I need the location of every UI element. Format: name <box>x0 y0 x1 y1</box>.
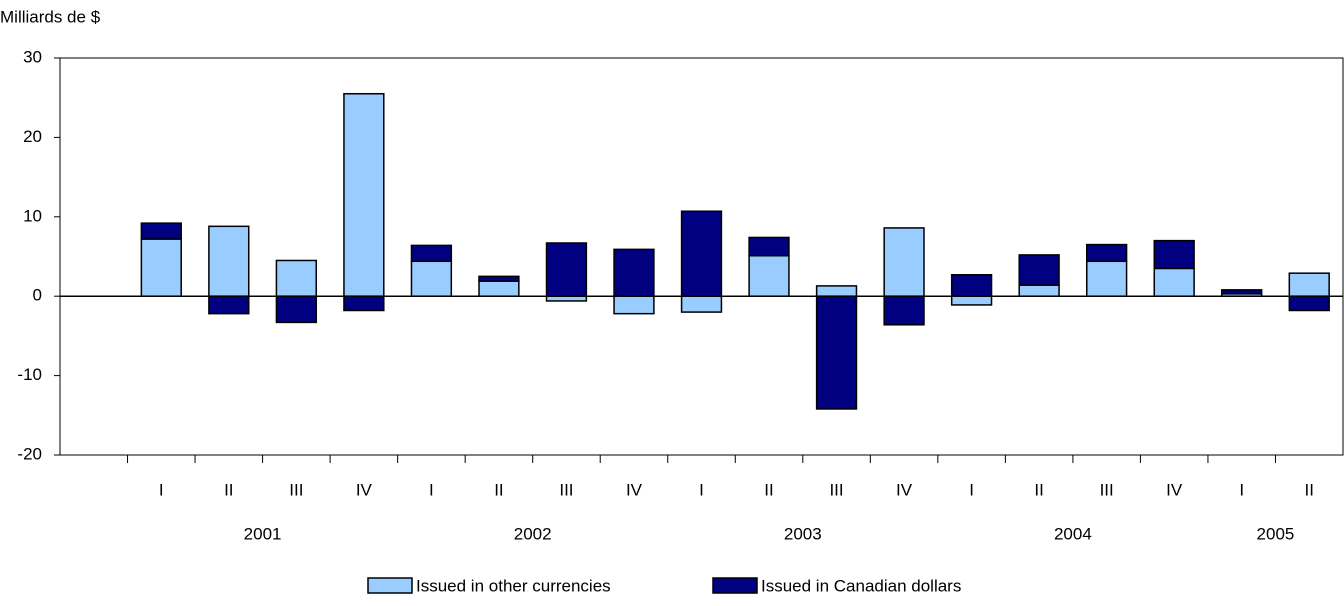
bar <box>748 254 790 297</box>
x-tick-label: II <box>494 480 503 499</box>
year-label: 2004 <box>1054 524 1092 543</box>
bar <box>883 295 925 326</box>
y-axis-label: Milliards de $ <box>0 7 101 26</box>
bar <box>1153 239 1195 270</box>
bar <box>1085 243 1128 263</box>
bar <box>410 244 453 263</box>
y-tick-label: 0 <box>33 286 42 305</box>
x-tick-label: I <box>969 480 974 499</box>
bar <box>680 295 723 313</box>
x-tick-label: IV <box>356 480 373 499</box>
legend-swatch <box>367 577 413 594</box>
legend-label: Issued in Canadian dollars <box>761 576 961 595</box>
x-tick-label: IV <box>896 480 913 499</box>
bar <box>478 280 520 297</box>
bar <box>1153 267 1195 297</box>
x-tick-label: II <box>1034 480 1043 499</box>
x-tick-label: I <box>159 480 164 499</box>
bar <box>613 248 655 297</box>
x-tick-label: I <box>699 480 704 499</box>
bar <box>1221 289 1263 295</box>
bar <box>208 225 250 297</box>
bar <box>343 295 385 312</box>
x-tick-label: III <box>1100 480 1114 499</box>
x-tick-label: III <box>829 480 843 499</box>
year-label: 2001 <box>244 524 282 543</box>
bar <box>478 275 520 282</box>
bar <box>140 222 182 240</box>
bar <box>815 285 858 297</box>
x-tick-label: II <box>224 480 233 499</box>
y-tick-label: -20 <box>17 444 42 463</box>
x-tick-label: II <box>1305 480 1314 499</box>
bar <box>680 210 723 297</box>
bar <box>950 295 993 306</box>
y-tick-label: 20 <box>23 127 42 146</box>
x-tick-label: IV <box>626 480 643 499</box>
bar <box>883 227 925 297</box>
x-tick-label: III <box>559 480 573 499</box>
bar <box>1018 254 1060 286</box>
bar <box>748 236 790 257</box>
legend-label: Issued in other currencies <box>416 576 611 595</box>
bar <box>275 295 318 324</box>
bar <box>275 259 318 297</box>
bar <box>613 295 655 315</box>
bar <box>815 295 858 410</box>
y-tick-label: 30 <box>23 47 42 66</box>
bar <box>1085 260 1128 297</box>
bar <box>1288 272 1330 297</box>
x-tick-label: III <box>289 480 303 499</box>
x-tick-label: I <box>1239 480 1244 499</box>
y-tick-label: -10 <box>17 365 42 384</box>
bar <box>1018 284 1060 297</box>
x-tick-label: II <box>764 480 773 499</box>
bar <box>950 274 993 297</box>
bar <box>1288 295 1330 312</box>
x-tick-label: I <box>429 480 434 499</box>
bar <box>410 260 453 297</box>
year-label: 2005 <box>1257 524 1295 543</box>
year-label: 2003 <box>784 524 822 543</box>
bar <box>208 295 250 315</box>
legend-swatch <box>712 577 758 594</box>
bar <box>545 242 588 297</box>
x-tick-label: IV <box>1166 480 1183 499</box>
y-tick-label: 10 <box>23 206 42 225</box>
year-label: 2002 <box>514 524 552 543</box>
bar <box>140 238 182 297</box>
bar <box>343 92 385 297</box>
